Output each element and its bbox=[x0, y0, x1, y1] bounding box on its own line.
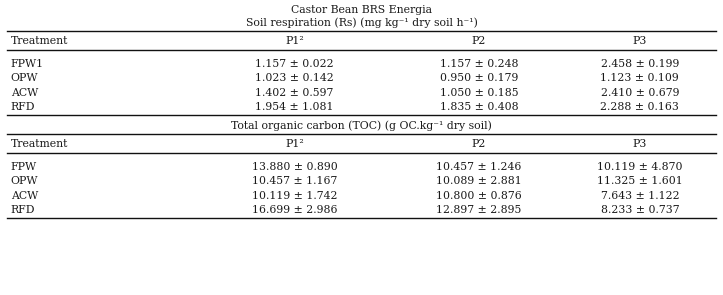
Text: RFD: RFD bbox=[11, 205, 35, 215]
Text: ACW: ACW bbox=[11, 191, 38, 201]
Text: P2: P2 bbox=[472, 139, 486, 149]
Text: RFD: RFD bbox=[11, 102, 35, 112]
Text: 8.233 ± 0.737: 8.233 ± 0.737 bbox=[601, 205, 679, 215]
Text: 1.954 ± 1.081: 1.954 ± 1.081 bbox=[255, 102, 334, 112]
Text: P1²: P1² bbox=[286, 36, 304, 46]
Text: Treatment: Treatment bbox=[11, 139, 68, 149]
Text: 13.880 ± 0.890: 13.880 ± 0.890 bbox=[252, 162, 338, 172]
Text: OPW: OPW bbox=[11, 73, 38, 83]
Text: Soil respiration (Rs) (mg kg⁻¹ dry soil h⁻¹): Soil respiration (Rs) (mg kg⁻¹ dry soil … bbox=[246, 17, 477, 28]
Text: 1.402 ± 0.597: 1.402 ± 0.597 bbox=[255, 88, 334, 98]
Text: 1.050 ± 0.185: 1.050 ± 0.185 bbox=[440, 88, 518, 98]
Text: 16.699 ± 2.986: 16.699 ± 2.986 bbox=[252, 205, 338, 215]
Text: P1²: P1² bbox=[286, 139, 304, 149]
Text: 1.157 ± 0.248: 1.157 ± 0.248 bbox=[440, 59, 518, 69]
Text: 1.123 ± 0.109: 1.123 ± 0.109 bbox=[601, 73, 679, 83]
Text: P3: P3 bbox=[633, 36, 647, 46]
Text: 0.950 ± 0.179: 0.950 ± 0.179 bbox=[440, 73, 518, 83]
Text: 2.288 ± 0.163: 2.288 ± 0.163 bbox=[600, 102, 680, 112]
Text: Treatment: Treatment bbox=[11, 36, 68, 46]
Text: 10.457 ± 1.167: 10.457 ± 1.167 bbox=[252, 176, 338, 186]
Text: 12.897 ± 2.895: 12.897 ± 2.895 bbox=[436, 205, 522, 215]
Text: 10.119 ± 1.742: 10.119 ± 1.742 bbox=[252, 191, 338, 201]
Text: Total organic carbon (TOC) (g OC.kg⁻¹ dry soil): Total organic carbon (TOC) (g OC.kg⁻¹ dr… bbox=[231, 120, 492, 131]
Text: 7.643 ± 1.122: 7.643 ± 1.122 bbox=[601, 191, 679, 201]
Text: 2.410 ± 0.679: 2.410 ± 0.679 bbox=[601, 88, 679, 98]
Text: FPW: FPW bbox=[11, 162, 37, 172]
Text: 1.157 ± 0.022: 1.157 ± 0.022 bbox=[255, 59, 334, 69]
Text: P2: P2 bbox=[472, 36, 486, 46]
Text: 10.089 ± 2.881: 10.089 ± 2.881 bbox=[436, 176, 522, 186]
Text: 1.023 ± 0.142: 1.023 ± 0.142 bbox=[255, 73, 334, 83]
Text: 2.458 ± 0.199: 2.458 ± 0.199 bbox=[601, 59, 679, 69]
Text: 1.835 ± 0.408: 1.835 ± 0.408 bbox=[440, 102, 518, 112]
Text: 10.800 ± 0.876: 10.800 ± 0.876 bbox=[436, 191, 522, 201]
Text: Castor Bean BRS Energia: Castor Bean BRS Energia bbox=[291, 5, 432, 15]
Text: OPW: OPW bbox=[11, 176, 38, 186]
Text: 10.457 ± 1.246: 10.457 ± 1.246 bbox=[436, 162, 522, 172]
Text: 11.325 ± 1.601: 11.325 ± 1.601 bbox=[597, 176, 683, 186]
Text: ACW: ACW bbox=[11, 88, 38, 98]
Text: P3: P3 bbox=[633, 139, 647, 149]
Text: FPW1: FPW1 bbox=[11, 59, 44, 69]
Text: 10.119 ± 4.870: 10.119 ± 4.870 bbox=[597, 162, 683, 172]
